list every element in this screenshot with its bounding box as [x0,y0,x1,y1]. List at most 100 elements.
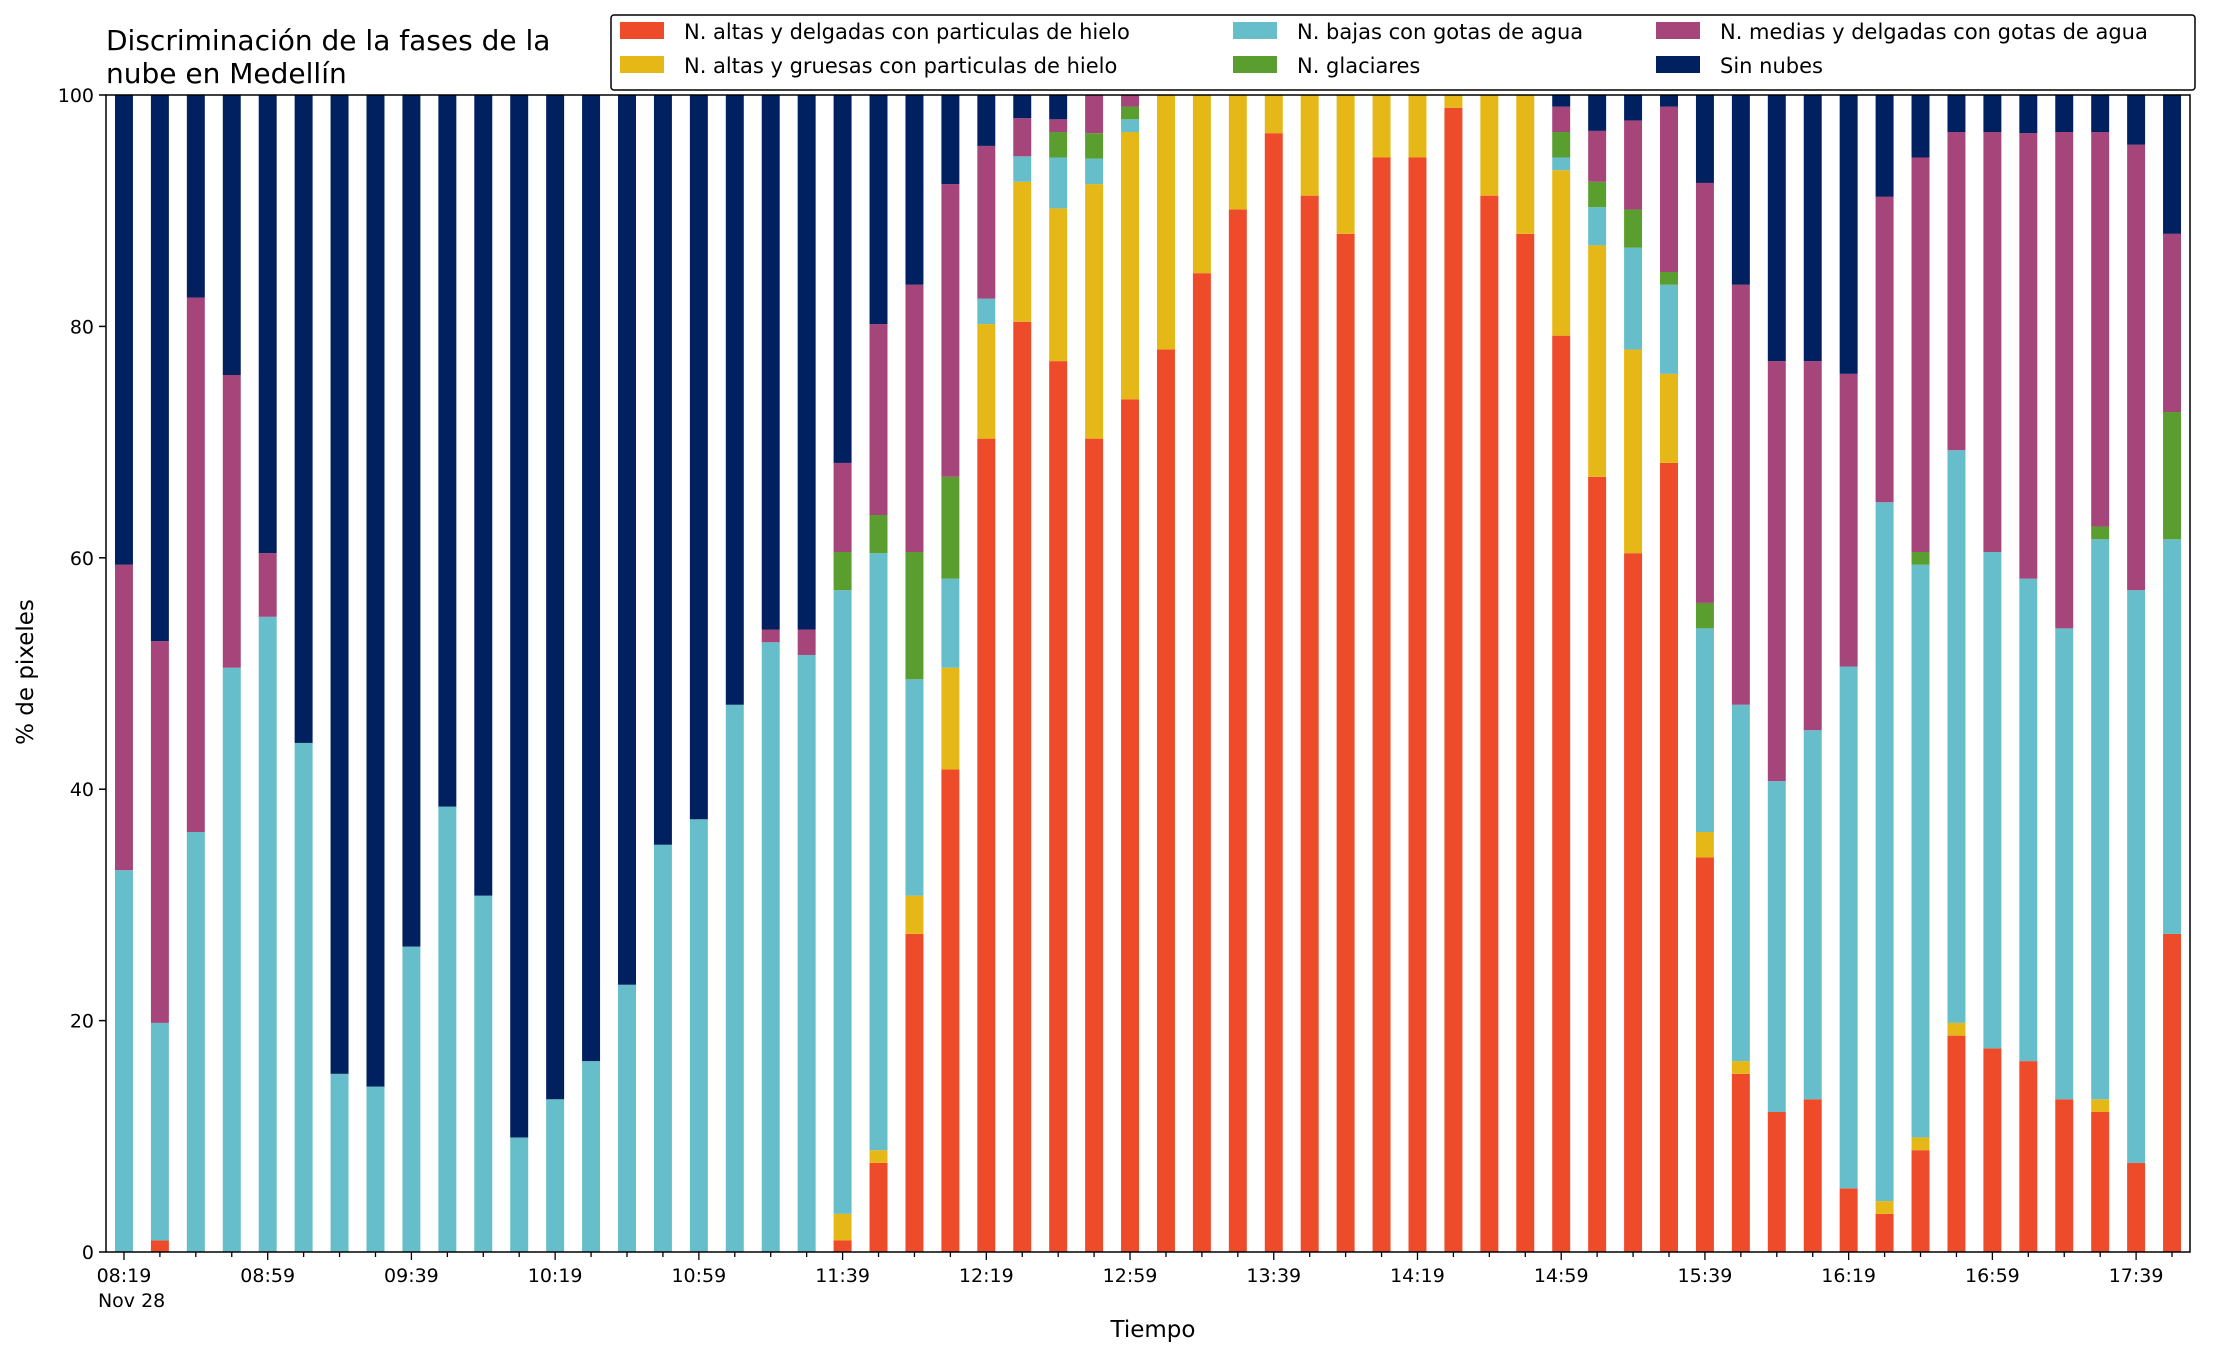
bar-segment-1-1749 [2163,933,2182,1252]
bar-segment-2-1529 [1660,373,1678,463]
bar-segment-6-0909 [294,95,313,743]
bar-segment-3-1649 [1947,450,1966,1023]
bar-segment-6-1149 [869,95,888,325]
legend-label-1: N. altas y delgadas con particulas de hi… [684,20,1130,44]
bar-segment-5-0849 [222,374,241,668]
bar-segment-5-1129 [797,629,816,655]
bar-segment-6-1719 [2055,95,2074,133]
bar-segment-5-1209 [941,184,960,477]
bar-segment-1-1409 [1372,157,1391,1253]
bar-segment-2-1459 [1552,170,1571,336]
bar-segment-1-1349 [1300,195,1319,1252]
y-tick-label: 40 [70,779,94,801]
y-tick-label: 100 [58,85,94,107]
bar-segment-6-1009 [510,95,529,1138]
bar-segment-4-1509 [1588,181,1607,208]
bar-segment-3-0959 [474,895,493,1252]
bar-segment-6-0829 [150,95,169,642]
bar-segment-1-1539 [1695,857,1714,1252]
bar-segment-1-1359 [1336,233,1355,1253]
bar-segment-6-1739 [2127,95,2146,145]
bar-segment-3-1149 [869,553,888,1151]
legend-swatch-5 [1656,22,1700,39]
bar-segment-4-1149 [869,514,888,554]
bar-segment-6-1219 [977,95,996,146]
bar-segment-2-1329 [1228,95,1247,210]
bar-segment-1-1159 [905,933,924,1252]
bar-segment-2-1419 [1408,95,1427,158]
bar-segment-3-1509 [1588,207,1607,246]
y-tick-label: 0 [82,1242,94,1264]
bar-segment-1-1449 [1516,233,1535,1253]
bar-segment-6-1659 [1983,95,2002,133]
x-tick-label: 14:19 [1390,1265,1445,1287]
bar-segment-1-1329 [1228,209,1247,1252]
bar-segment-6-1129 [797,95,816,630]
bar-segment-1-1209 [941,769,960,1252]
bar-segment-4-1239 [1049,132,1068,158]
bar-segment-5-1519 [1624,120,1643,210]
bar-segment-1-1509 [1588,476,1607,1252]
bar-segment-2-1439 [1480,95,1499,196]
bar-segment-4-1159 [905,552,924,680]
bar-segment-2-1219 [977,324,996,439]
x-tick-label: 13:39 [1246,1265,1301,1287]
bar-segment-3-1609 [1803,730,1822,1100]
bar-segment-3-1219 [977,298,996,325]
bar-segment-6-1509 [1588,95,1607,131]
bar-segment-2-1639 [1911,1137,1930,1151]
bar-segment-6-1559 [1767,95,1786,362]
x-tick-label: 09:39 [384,1265,439,1287]
bar-segment-2-1409 [1372,95,1391,158]
bar-segment-2-1309 [1156,95,1175,350]
bar-segment-4-1539 [1695,602,1714,629]
bar-segment-5-1459 [1552,106,1571,133]
bar-segment-1-1519 [1624,553,1643,1252]
y-axis: 0 20 40 60 80 100 [58,85,106,1264]
bar-segment-4-1139 [833,552,852,591]
bar-segment-5-1559 [1767,361,1786,782]
bar-segment-5-1619 [1839,373,1858,667]
bar-segment-1-1619 [1839,1188,1858,1252]
bar-segment-6-0959 [474,95,493,896]
bar-segment-1-1659 [1983,1048,2002,1252]
bar-segment-6-1059 [689,95,708,820]
bar-segment-5-1159 [905,284,924,553]
bar-segment-4-1519 [1624,209,1643,248]
bar-segment-2-1349 [1300,95,1319,196]
x-tick-label: 17:39 [2109,1265,2164,1287]
legend-label-2: N. altas y gruesas con particulas de hie… [684,54,1117,78]
bar-segment-6-0919 [330,95,349,1074]
bar-segment-2-1729 [2091,1099,2110,1113]
bar-segment-2-1429 [1444,95,1463,108]
bar-segment-4-1529 [1660,272,1678,285]
bar-segment-6-1109 [725,95,744,705]
bar-segment-6-1139 [833,95,852,463]
x-tick-label: 14:59 [1534,1265,1589,1287]
bar-segment-1-1629 [1875,1213,1894,1252]
bar-segment-2-1139 [833,1213,852,1241]
bar-segment-3-1039 [618,984,636,1252]
bar-segment-3-0859 [258,616,277,1252]
bar-segment-3-1109 [725,704,744,1252]
bar-segment-1-1239 [1049,361,1068,1252]
bar-segment-3-0849 [222,667,241,1252]
bar-segment-6-1119 [761,95,780,630]
bar-segment-1-1319 [1192,273,1211,1252]
bar-segment-6-1729 [2091,95,2110,133]
bar-segment-1-1219 [977,438,996,1252]
bar-segment-6-1609 [1803,95,1822,362]
bar-segment-2-1449 [1516,95,1535,234]
plot-frame [105,94,2191,1253]
bar-segment-5-0859 [258,553,277,617]
bar-segment-3-1119 [761,642,780,1252]
bar-segment-5-1249 [1085,95,1104,134]
y-tick-label: 60 [70,548,94,570]
legend-swatch-6 [1656,56,1700,73]
legend-swatch-4 [1233,56,1277,73]
bar-segment-5-1509 [1588,130,1607,182]
bar-segment-5-0839 [186,297,205,833]
bar-segment-3-1539 [1695,628,1714,833]
bar-segment-1-1529 [1660,462,1678,1252]
